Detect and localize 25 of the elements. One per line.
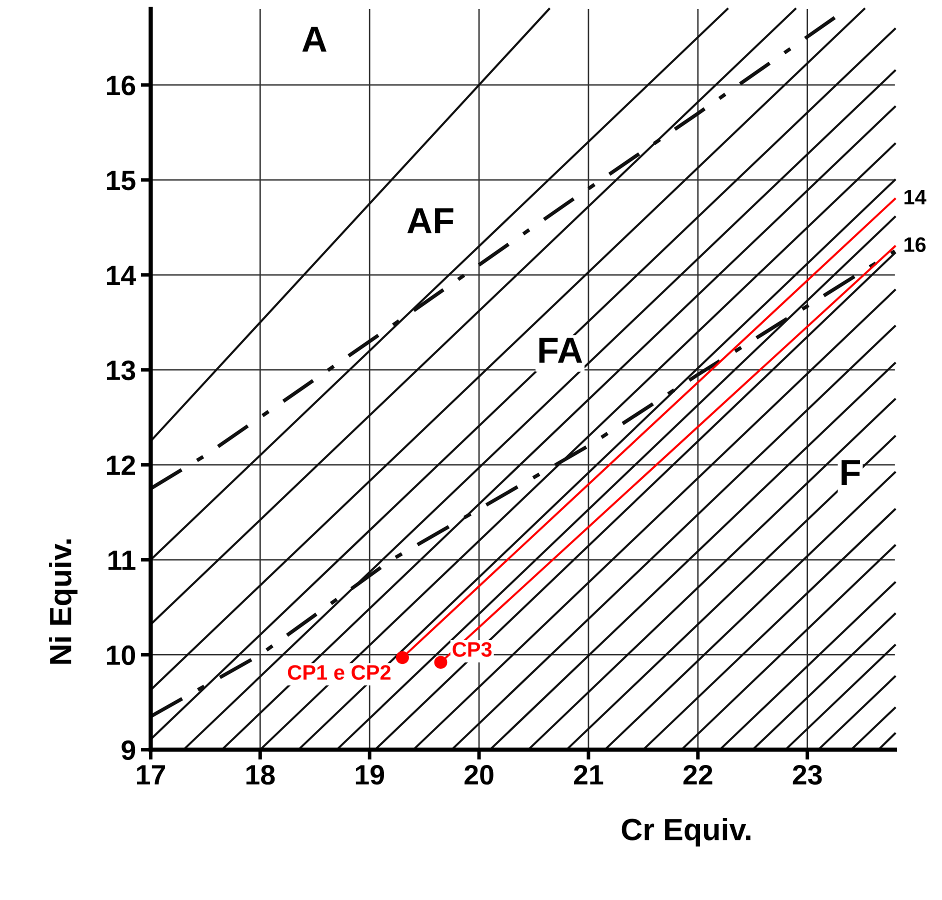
y-tick-label: 11 [108, 550, 136, 570]
x-tick-label: 21 [574, 765, 604, 784]
x-tick-label: 19 [356, 765, 384, 785]
y-tick-label: 12 [106, 455, 136, 475]
y-tick-label: 13 [106, 360, 136, 380]
y-axis-title: Ni Equiv. [48, 539, 78, 664]
x-tick-label: 23 [792, 765, 822, 785]
annotation: A [302, 26, 327, 52]
series-label: CP1 e CP2 [288, 665, 390, 680]
y-tick-label: 16 [106, 76, 136, 96]
annotation: F [842, 460, 860, 485]
y-tick-label: 15 [106, 170, 136, 190]
annotation: AF [407, 208, 454, 234]
series-label: 16 [904, 237, 926, 252]
y-tick-label: 14 [106, 266, 136, 285]
annotation: FA [539, 338, 582, 363]
y-tick-label: 9 [122, 740, 136, 760]
series-label: CP3 [452, 642, 492, 657]
x-tick-label: 22 [683, 765, 712, 784]
y-tick-label: 10 [106, 645, 135, 666]
x-axis-title: Cr Equiv. [622, 818, 750, 846]
x-tick-label: 20 [464, 765, 494, 785]
x-tick-label: 17 [137, 765, 165, 784]
x-tick-label: 18 [246, 765, 275, 785]
series-label: 14 [904, 190, 926, 204]
